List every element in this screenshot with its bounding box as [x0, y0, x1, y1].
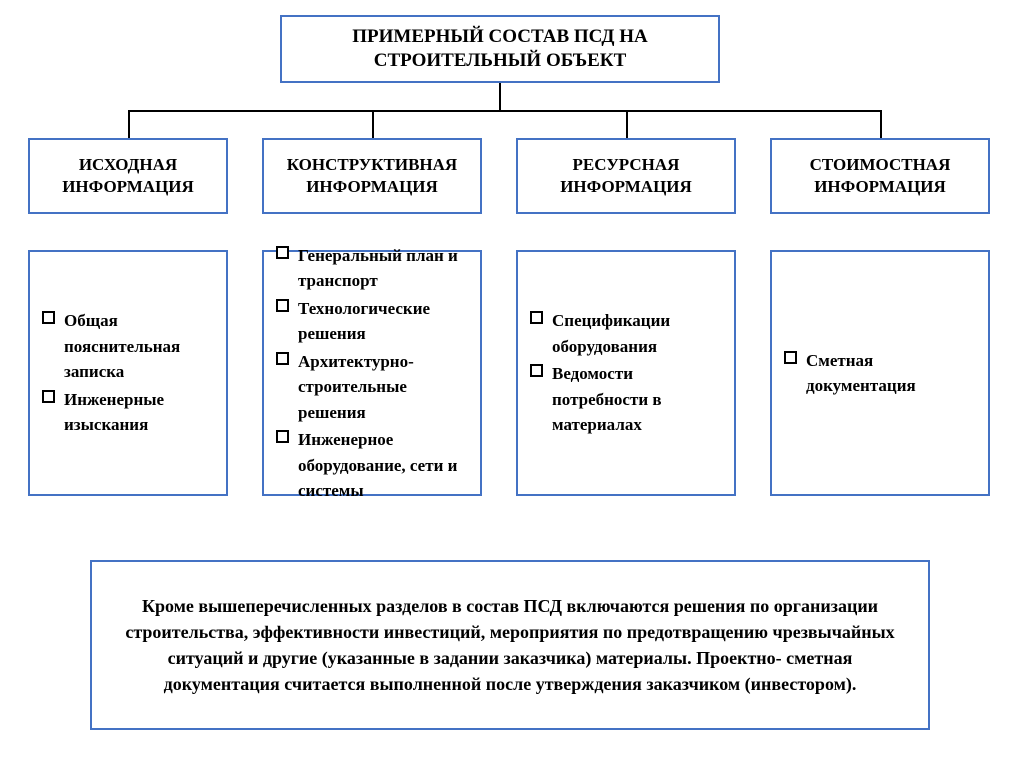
detail-list-2: Спецификации оборудования Ведомости потр…: [530, 306, 722, 440]
category-label: КОНСТРУКТИВНАЯ ИНФОРМАЦИЯ: [274, 154, 470, 198]
detail-list-1: Генеральный план и транспорт Технологиче…: [276, 241, 468, 506]
category-label: РЕСУРСНАЯ ИНФОРМАЦИЯ: [528, 154, 724, 198]
category-label: СТОИМОСТНАЯ ИНФОРМАЦИЯ: [782, 154, 978, 198]
connector-root-down: [499, 83, 501, 110]
list-item: Ведомости потребности в материалах: [530, 361, 722, 438]
detail-box-2: Спецификации оборудования Ведомости потр…: [516, 250, 736, 496]
category-box-2: РЕСУРСНАЯ ИНФОРМАЦИЯ: [516, 138, 736, 214]
category-box-1: КОНСТРУКТИВНАЯ ИНФОРМАЦИЯ: [262, 138, 482, 214]
title-text: ПРИМЕРНЫЙ СОСТАВ ПСД НА СТРОИТЕЛЬНЫЙ ОБЪ…: [292, 25, 708, 73]
list-item: Спецификации оборудования: [530, 308, 722, 359]
connector-v0: [128, 110, 130, 138]
diagram-canvas: ПРИМЕРНЫЙ СОСТАВ ПСД НА СТРОИТЕЛЬНЫЙ ОБЪ…: [0, 0, 1024, 767]
connector-v2: [626, 110, 628, 138]
list-item: Инженерные изыскания: [42, 387, 214, 438]
category-box-0: ИСХОДНАЯ ИНФОРМАЦИЯ: [28, 138, 228, 214]
footer-box: Кроме вышеперечисленных разделов в соста…: [90, 560, 930, 730]
connector-hbar: [128, 110, 882, 112]
detail-box-0: Общая пояснительная записка Инженерные и…: [28, 250, 228, 496]
detail-list-3: Сметная документация: [784, 346, 976, 401]
detail-box-3: Сметная документация: [770, 250, 990, 496]
title-box: ПРИМЕРНЫЙ СОСТАВ ПСД НА СТРОИТЕЛЬНЫЙ ОБЪ…: [280, 15, 720, 83]
connector-v3: [880, 110, 882, 138]
list-item: Сметная документация: [784, 348, 976, 399]
category-label: ИСХОДНАЯ ИНФОРМАЦИЯ: [40, 154, 216, 198]
detail-list-0: Общая пояснительная записка Инженерные и…: [42, 306, 214, 440]
list-item: Архитектурно-строительные решения: [276, 349, 468, 426]
detail-box-1: Генеральный план и транспорт Технологиче…: [262, 250, 482, 496]
footer-text: Кроме вышеперечисленных разделов в соста…: [118, 593, 902, 697]
connector-v1: [372, 110, 374, 138]
list-item: Инженерное оборудование, сети и системы: [276, 427, 468, 504]
list-item: Общая пояснительная записка: [42, 308, 214, 385]
category-box-3: СТОИМОСТНАЯ ИНФОРМАЦИЯ: [770, 138, 990, 214]
list-item: Технологические решения: [276, 296, 468, 347]
list-item: Генеральный план и транспорт: [276, 243, 468, 294]
